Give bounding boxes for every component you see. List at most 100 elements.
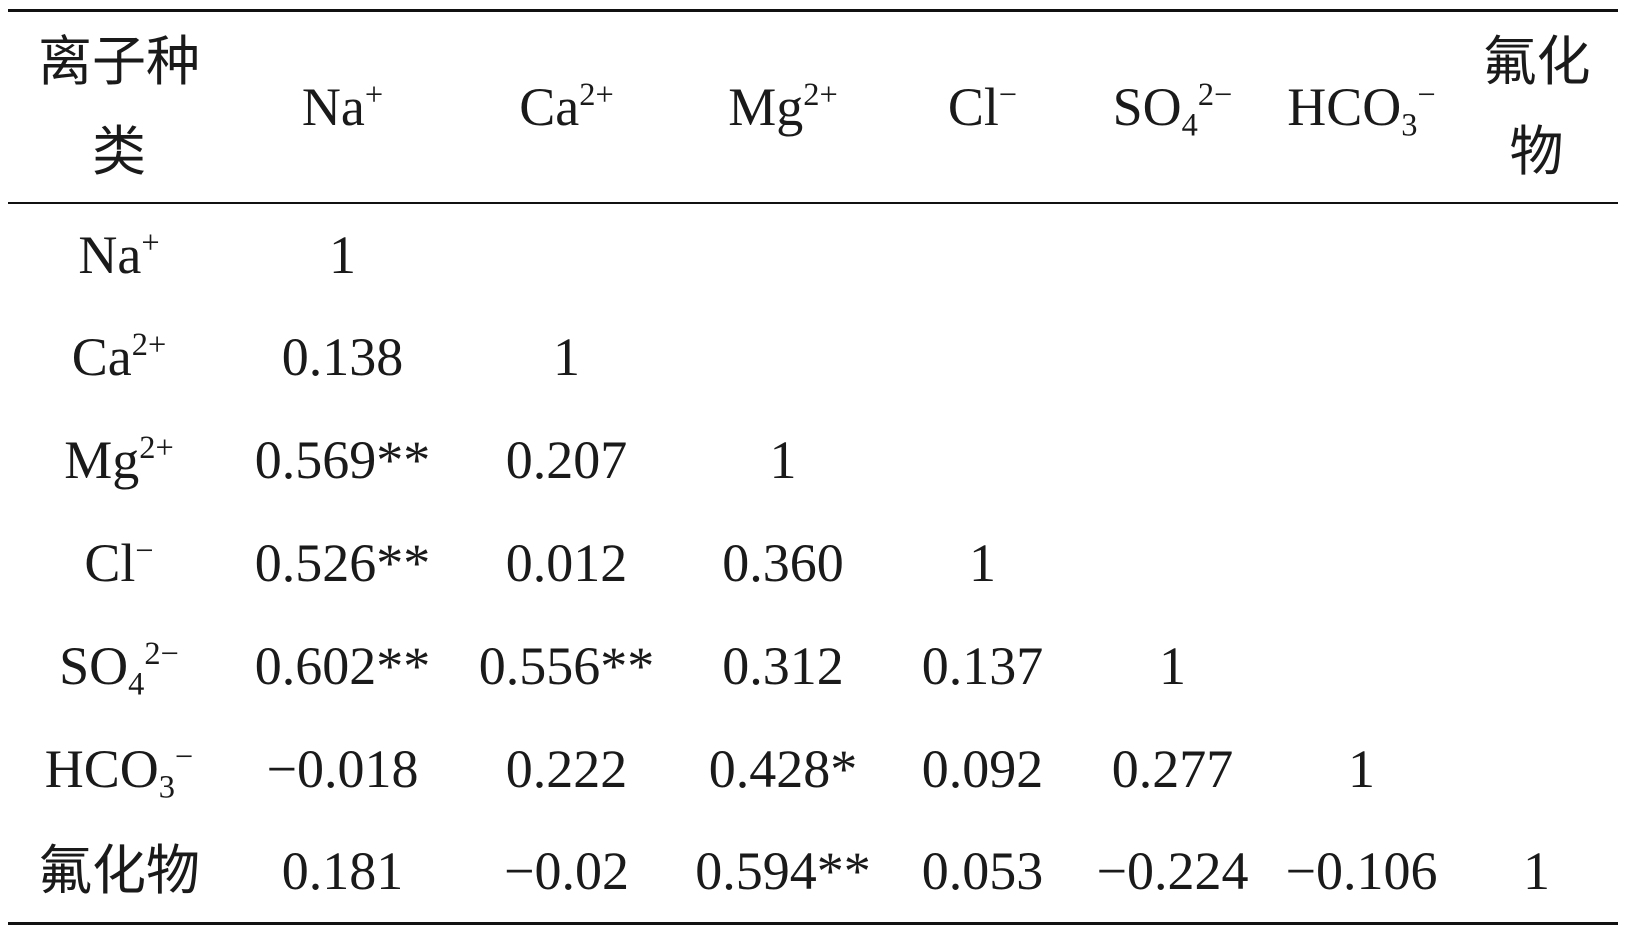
header-row: 离子种类 Na+ Ca2+ Mg2+ Cl− SO42− HCO3− 氟化物 xyxy=(8,9,1618,204)
corr-cell: 1 xyxy=(769,430,797,490)
empty-cell xyxy=(1077,306,1268,409)
empty-cell xyxy=(455,203,678,306)
corr-cell: 1 xyxy=(329,224,356,285)
ion-symbol: HCO xyxy=(1287,76,1402,137)
empty-cell xyxy=(1268,512,1455,615)
corr-cell: 0.181 xyxy=(230,820,455,925)
table-row-so4: SO42− 0.602** 0.556** 0.312 0.137 1 xyxy=(8,615,1618,718)
table-row-cl: Cl− 0.526** 0.012 0.360 1 xyxy=(8,512,1618,615)
corr-cell: 1 xyxy=(553,327,580,387)
ion-type-label: 离子种类 xyxy=(37,31,200,182)
corr-cell: 0.053 xyxy=(888,820,1077,925)
ion-charge: − xyxy=(1417,76,1436,113)
corr-cell: 0.556** xyxy=(478,636,655,696)
empty-cell xyxy=(888,306,1077,409)
corr-cell: 0.222 xyxy=(505,739,628,799)
empty-cell xyxy=(888,203,1077,306)
ion-subscript: 4 xyxy=(1181,107,1198,144)
corr-cell: −0.106 xyxy=(1268,820,1455,925)
empty-cell xyxy=(1455,306,1618,409)
corr-cell: 0.138 xyxy=(281,327,404,387)
ion-symbol: Na xyxy=(78,224,142,285)
empty-cell xyxy=(1268,615,1455,718)
corner-header: 离子种类 xyxy=(8,9,230,204)
corr-cell: 0.012 xyxy=(505,533,628,593)
ion-symbol: SO xyxy=(59,636,129,696)
ion-symbol: Cl xyxy=(84,533,136,593)
row-label-mg: Mg2+ xyxy=(8,409,230,512)
ion-charge: − xyxy=(174,738,194,775)
table-row-ca: Ca2+ 0.138 1 xyxy=(8,306,1618,409)
corr-cell: 0.569** xyxy=(254,430,431,490)
corr-cell: 1 xyxy=(1348,739,1375,799)
corr-cell: 0.312 xyxy=(722,636,844,696)
corr-cell: 1 xyxy=(1159,636,1186,696)
row-label-ca: Ca2+ xyxy=(8,306,230,409)
empty-cell xyxy=(1455,718,1618,821)
table-row-hco3: HCO3− −0.018 0.222 0.428* 0.092 0.277 1 xyxy=(8,718,1618,821)
ion-symbol: SO xyxy=(1112,76,1182,137)
ion-symbol: Ca xyxy=(519,76,580,137)
col-header-cl: Cl− xyxy=(888,9,1077,204)
ion-charge: − xyxy=(135,532,154,569)
empty-cell xyxy=(1268,409,1455,512)
ion-charge: 2− xyxy=(1197,76,1233,113)
empty-cell xyxy=(1455,409,1618,512)
ion-charge: 2+ xyxy=(803,76,838,113)
ion-charge: 2+ xyxy=(131,326,167,363)
ion-charge: + xyxy=(364,76,384,113)
corr-cell: 0.137 xyxy=(921,636,1044,696)
corr-cell: 0.526** xyxy=(254,533,431,593)
correlation-table: 离子种类 Na+ Ca2+ Mg2+ Cl− SO42− HCO3− 氟化物 N… xyxy=(8,9,1618,925)
ion-charge: 2− xyxy=(144,635,179,672)
col-header-fluoride: 氟化物 xyxy=(1455,9,1618,204)
corr-cell: 0.602** xyxy=(254,636,431,696)
ion-charge: 2+ xyxy=(579,76,614,113)
corr-cell: 0.360 xyxy=(722,533,844,593)
ion-symbol: 氟化物 xyxy=(1482,31,1591,182)
table-row-mg: Mg2+ 0.569** 0.207 1 xyxy=(8,409,1618,512)
corr-cell: 1 xyxy=(969,533,996,593)
empty-cell xyxy=(1077,203,1268,306)
corr-cell: −0.018 xyxy=(266,739,419,799)
col-header-mg: Mg2+ xyxy=(678,9,888,204)
empty-cell xyxy=(1077,409,1268,512)
col-header-na: Na+ xyxy=(230,9,455,204)
row-label-so4: SO42− xyxy=(8,615,230,718)
ion-charge: − xyxy=(998,76,1018,113)
ion-symbol: Cl xyxy=(947,76,999,137)
table-row-na: Na+ 1 xyxy=(8,203,1618,306)
empty-cell xyxy=(678,306,888,409)
corr-cell: 1 xyxy=(1455,820,1618,925)
empty-cell xyxy=(1077,512,1268,615)
corr-cell: 0.277 xyxy=(1111,739,1234,799)
empty-cell xyxy=(1455,203,1618,306)
col-header-hco3: HCO3− xyxy=(1268,9,1455,204)
ion-symbol: Mg xyxy=(64,430,140,490)
col-header-so4: SO42− xyxy=(1077,9,1268,204)
ion-symbol: Ca xyxy=(71,327,132,387)
corr-cell: −0.02 xyxy=(455,820,678,925)
row-label-na: Na+ xyxy=(8,203,230,306)
ion-charge: 2+ xyxy=(139,429,174,466)
empty-cell xyxy=(678,203,888,306)
corr-cell: 0.092 xyxy=(921,739,1044,799)
corr-cell: 0.207 xyxy=(505,430,628,490)
ion-symbol: Mg xyxy=(728,76,804,137)
empty-cell xyxy=(1268,203,1455,306)
col-header-ca: Ca2+ xyxy=(455,9,678,204)
corr-cell: 0.594** xyxy=(678,820,888,925)
table-row-fluoride: 氟化物 0.181 −0.02 0.594** 0.053 −0.224 −0.… xyxy=(8,820,1618,925)
empty-cell xyxy=(1455,512,1618,615)
ion-symbol: 氟化物 xyxy=(38,841,200,902)
empty-cell xyxy=(1268,306,1455,409)
empty-cell xyxy=(888,409,1077,512)
row-label-cl: Cl− xyxy=(8,512,230,615)
ion-symbol: Na xyxy=(301,76,365,137)
empty-cell xyxy=(1455,615,1618,718)
ion-charge: + xyxy=(141,224,160,261)
corr-cell: −0.224 xyxy=(1077,820,1268,925)
row-label-fluoride: 氟化物 xyxy=(8,820,230,925)
ion-subscript: 4 xyxy=(128,666,145,703)
ion-symbol: HCO xyxy=(44,739,159,799)
